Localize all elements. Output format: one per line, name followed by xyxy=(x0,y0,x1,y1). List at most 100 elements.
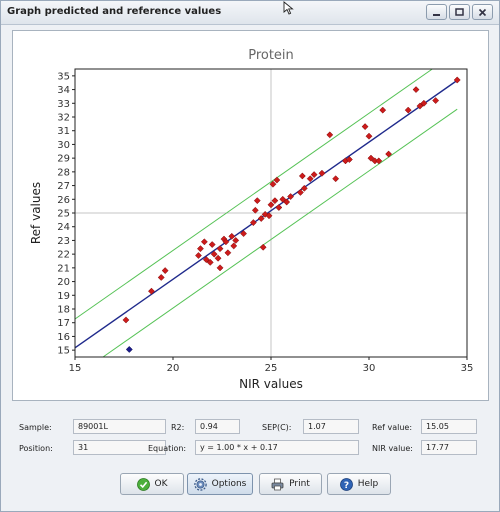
print-button-label: Print xyxy=(289,479,310,489)
data-point xyxy=(210,250,218,258)
y-tick-label: 26 xyxy=(57,195,70,206)
data-point xyxy=(279,195,287,203)
data-point xyxy=(271,197,279,205)
data-point xyxy=(251,206,259,214)
data-point xyxy=(222,238,230,246)
data-point xyxy=(157,274,165,281)
data-point xyxy=(202,256,210,264)
ref-value-field: 15.05 xyxy=(421,419,477,434)
options-button[interactable]: Options xyxy=(187,473,253,495)
data-point xyxy=(200,238,208,246)
y-tick-label: 23 xyxy=(57,236,70,247)
close-button[interactable] xyxy=(472,4,493,20)
data-point xyxy=(412,86,420,94)
x-tick-label: 30 xyxy=(363,363,376,374)
position-label: Position: xyxy=(19,444,53,453)
y-tick-label: 27 xyxy=(57,181,70,192)
confidence-band-lower xyxy=(102,108,458,358)
chart-title: Protein xyxy=(248,48,294,63)
data-point xyxy=(310,171,318,179)
sep-label: SEP(C): xyxy=(262,423,292,432)
y-tick-label: 30 xyxy=(57,140,70,151)
data-point xyxy=(296,188,304,196)
data-point xyxy=(257,215,265,222)
gear-icon xyxy=(193,477,207,491)
mouse-cursor-icon xyxy=(283,1,294,15)
maximize-button[interactable] xyxy=(449,4,470,20)
title-bar[interactable]: Graph predicted and reference values xyxy=(1,1,499,25)
selected-data-point xyxy=(125,346,133,353)
data-point xyxy=(269,180,277,188)
nir-value-label: NIR value: xyxy=(372,444,413,453)
r2-field: 0.94 xyxy=(195,419,240,434)
data-point xyxy=(361,123,369,131)
r2-label: R2: xyxy=(171,423,185,432)
y-tick-label: 35 xyxy=(57,71,70,82)
sep-field: 1.07 xyxy=(303,419,359,434)
data-point xyxy=(253,197,261,205)
data-point xyxy=(214,254,222,262)
data-point xyxy=(432,97,440,104)
data-point xyxy=(267,201,275,209)
y-tick-label: 31 xyxy=(57,126,70,137)
equation-field: y = 1.00 * x + 0.17 xyxy=(195,440,359,455)
data-point xyxy=(365,132,373,140)
data-point xyxy=(230,242,238,250)
printer-icon xyxy=(271,478,284,490)
maximize-icon xyxy=(455,7,464,16)
nir-value-field: 17.77 xyxy=(421,440,477,455)
data-point xyxy=(332,175,340,183)
data-point xyxy=(379,106,387,114)
window-title: Graph predicted and reference values xyxy=(7,6,222,17)
window-controls xyxy=(426,4,493,20)
data-point xyxy=(224,249,232,257)
confidence-band-upper xyxy=(74,68,433,320)
check-icon xyxy=(136,477,150,491)
y-tick-label: 15 xyxy=(57,346,70,357)
sample-label: Sample: xyxy=(19,423,52,432)
print-button[interactable]: Print xyxy=(259,473,322,495)
data-point xyxy=(306,175,314,183)
data-point xyxy=(300,184,308,192)
x-tick-label: 35 xyxy=(461,363,474,374)
data-point xyxy=(228,232,236,240)
data-point xyxy=(216,245,224,253)
data-point xyxy=(345,156,353,163)
equation-label: Equation: xyxy=(148,444,187,453)
position-field: 31 xyxy=(73,440,166,455)
data-point xyxy=(259,243,267,251)
data-point xyxy=(195,252,202,259)
data-point xyxy=(283,198,291,206)
help-button[interactable]: ? Help xyxy=(327,473,391,495)
y-tick-label: 34 xyxy=(57,85,70,96)
ok-button[interactable]: OK xyxy=(120,473,184,495)
data-point xyxy=(375,157,383,165)
data-point xyxy=(196,245,204,253)
data-point xyxy=(249,219,257,227)
y-tick-label: 28 xyxy=(57,167,70,178)
y-tick-label: 29 xyxy=(57,154,70,165)
data-point xyxy=(367,154,375,162)
minimize-button[interactable] xyxy=(426,4,447,20)
y-tick-label: 32 xyxy=(57,113,70,124)
data-point xyxy=(275,204,283,211)
help-icon: ? xyxy=(339,477,353,491)
ok-button-label: OK xyxy=(154,479,168,489)
y-tick-label: 24 xyxy=(57,222,70,233)
data-point xyxy=(287,193,295,200)
data-point xyxy=(232,236,240,244)
chart-panel: 15 20 25 30 35 15 16 17 18 19 20 21 22 23 24 25 26 27 28 29… xyxy=(12,30,489,401)
data-point xyxy=(206,258,214,266)
close-icon xyxy=(478,8,487,16)
sample-field: 89001L xyxy=(73,419,166,434)
scatter-chart[interactable]: 15 20 25 30 35 15 16 17 18 19 20 21 22 23 24 25 26 27 28 29… xyxy=(13,31,488,400)
ref-value-label: Ref value: xyxy=(372,423,413,432)
y-tick-label: 25 xyxy=(57,209,70,220)
data-point xyxy=(161,267,169,275)
data-point xyxy=(416,102,424,110)
data-point xyxy=(404,106,412,114)
y-tick-label: 16 xyxy=(57,332,70,343)
data-point xyxy=(240,230,248,238)
data-point xyxy=(216,264,224,272)
